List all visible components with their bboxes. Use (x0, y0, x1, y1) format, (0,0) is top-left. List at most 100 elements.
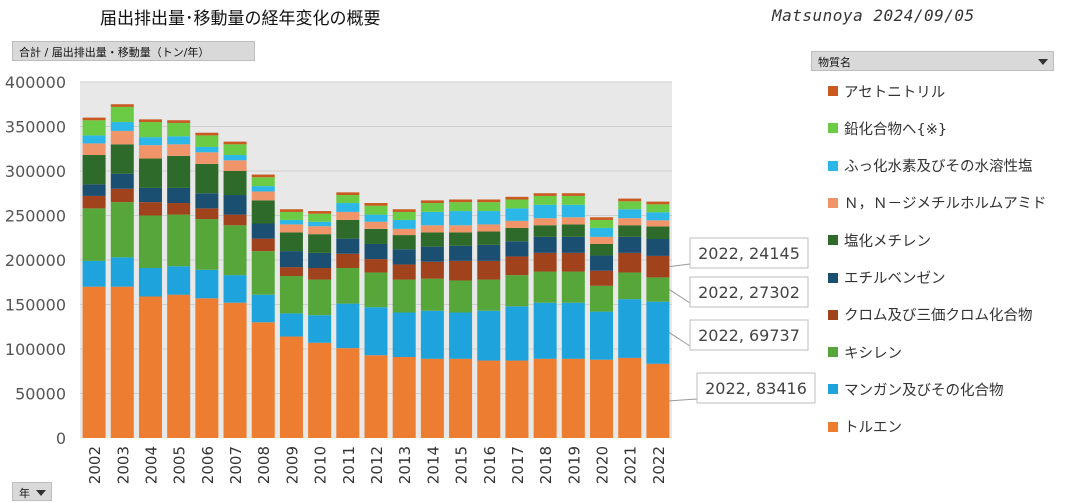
bar-segment (646, 204, 670, 213)
bar-segment (110, 104, 134, 107)
bar-segment (138, 145, 162, 159)
legend-label: トルエン (844, 420, 902, 437)
bar-segment (138, 187, 162, 203)
bar-segment (279, 211, 303, 220)
bar-segment (279, 336, 303, 438)
bar-segment (449, 312, 473, 359)
bar-segment (449, 211, 473, 226)
x-tick-label: 2017 (509, 446, 527, 484)
bar-segment (336, 253, 360, 269)
bar-segment (308, 226, 332, 235)
bar-segment (364, 272, 388, 308)
bar-segment (618, 198, 642, 202)
bar-segment (392, 279, 416, 313)
bar-segment (279, 209, 303, 212)
bar-segment (420, 278, 444, 311)
bar-segment (533, 193, 557, 196)
bar-segment (279, 313, 303, 337)
chevron-down-icon[interactable] (36, 490, 46, 496)
bar-segment (336, 348, 360, 438)
bar-segment (308, 268, 332, 280)
bar-segment (420, 225, 444, 233)
legend-item: トルエン (828, 414, 902, 440)
bar-segment (195, 152, 219, 164)
bar-segment (392, 312, 416, 358)
bar-segment (392, 209, 416, 212)
x-tick-label: 2009 (283, 446, 301, 484)
bar-segment (195, 163, 219, 194)
bar-segment (618, 209, 642, 219)
bar-segment (279, 276, 303, 314)
bar-segment (110, 122, 134, 131)
bar-segment (477, 360, 501, 438)
bar-segment (392, 264, 416, 280)
x-tick-label: 2013 (396, 446, 414, 484)
y-tick-label: 150000 (5, 296, 66, 315)
bar-segment (251, 174, 275, 178)
bar-segment (336, 195, 360, 204)
bar-segment (251, 177, 275, 187)
bar-segment (251, 294, 275, 323)
legend-swatch (828, 123, 838, 134)
bar-segment (251, 191, 275, 201)
bar-segment (449, 358, 473, 438)
bar-segment (618, 357, 642, 438)
bar-segment (308, 315, 332, 343)
filter-field-dropdown[interactable]: 物質名 (811, 51, 1054, 71)
bar-segment (364, 259, 388, 273)
bar-segment (533, 204, 557, 219)
value-field-button[interactable]: 合計 / 届出排出量・移動量（トン/年） (12, 41, 255, 61)
bar-segment (364, 307, 388, 356)
bar-segment (618, 272, 642, 300)
filter-field-label: 物質名 (818, 56, 851, 69)
bar-segment (392, 249, 416, 265)
bar-segment (336, 219, 360, 239)
bar-segment (533, 302, 557, 359)
bar-segment (618, 225, 642, 237)
chevron-down-icon[interactable] (1038, 59, 1048, 65)
legend-item: アセトニトリル (828, 78, 945, 104)
bar-segment (477, 310, 501, 361)
bar-segment (505, 306, 529, 361)
bar-segment (167, 136, 191, 145)
bar-segment (223, 275, 247, 303)
bar-segment (195, 208, 219, 220)
bar-segment (364, 355, 388, 438)
bar-segment (449, 280, 473, 313)
bar-segment (477, 279, 501, 311)
legend-label: ふっ化水素及びその水溶性塩 (844, 159, 1033, 176)
bar-segment (561, 204, 585, 218)
bar-segment (110, 106, 134, 123)
legend-swatch (828, 160, 838, 171)
bar-segment (251, 200, 275, 224)
chart-title: 届出排出量･移動量の経年変化の概要 (100, 9, 381, 29)
legend-swatch (828, 309, 838, 320)
bar-segment (195, 298, 219, 438)
bar-segment (251, 251, 275, 295)
bar-segment (561, 224, 585, 237)
legend-label: クロム及び三価クロム化合物 (844, 308, 1033, 325)
author-signature: Matsunoya 2024/09/05 (772, 6, 975, 25)
bar-segment (279, 251, 303, 268)
bar-segment (364, 214, 388, 222)
bar-segment (646, 201, 670, 205)
row-field-dropdown[interactable]: 年 (12, 482, 52, 501)
bar-segment (110, 188, 134, 203)
bar-segment (561, 193, 585, 196)
bar-segment (308, 211, 332, 214)
bar-segment (420, 261, 444, 279)
bar-segment (364, 228, 388, 244)
x-tick-label: 2020 (594, 446, 612, 484)
bar-segment (646, 277, 670, 302)
bar-segment (82, 184, 106, 196)
data-label: 2022, 83416 (705, 379, 807, 398)
x-tick-label: 2012 (368, 446, 386, 484)
bar-segment (505, 227, 529, 242)
bar-segment (138, 202, 162, 216)
bar-segment (251, 186, 275, 192)
bar-segment (590, 219, 614, 228)
bar-segment (420, 310, 444, 359)
bar-segment (167, 155, 191, 188)
bar-segment (223, 302, 247, 438)
